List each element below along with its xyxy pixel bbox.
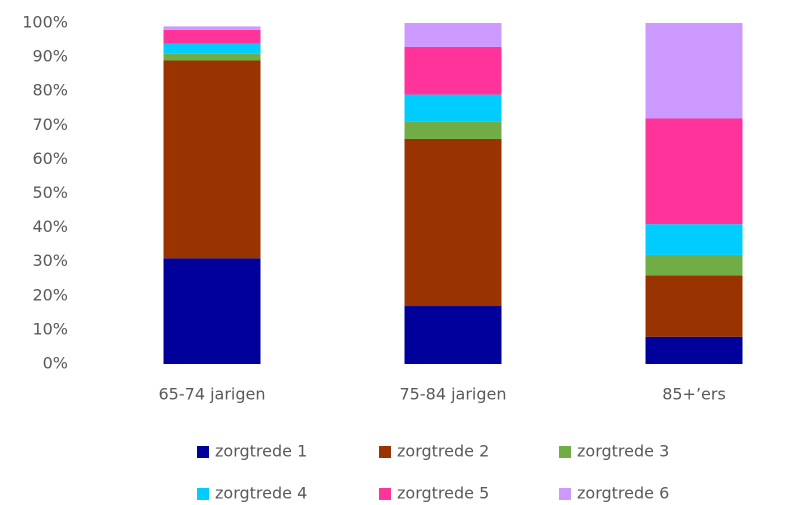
bar-segment — [645, 254, 743, 276]
bar-segment — [163, 29, 261, 44]
bar-segment — [163, 26, 261, 30]
bar-segment — [163, 53, 261, 61]
legend-label: zorgtrede 4 — [215, 484, 307, 503]
legend-swatch — [559, 446, 571, 458]
bar-segment — [645, 275, 743, 337]
y-tick-label: 90% — [32, 47, 68, 66]
y-tick-label: 100% — [22, 13, 68, 32]
legend-label: zorgtrede 3 — [577, 442, 669, 461]
x-tick-label: 75-84 jarigen — [400, 385, 507, 404]
legend-label: zorgtrede 2 — [397, 442, 489, 461]
legend-swatch — [197, 446, 209, 458]
bar-segment — [404, 23, 502, 47]
y-tick-label: 60% — [32, 149, 68, 168]
y-tick-label: 30% — [32, 251, 68, 270]
bar-segment — [404, 306, 502, 364]
legend-swatch — [379, 446, 391, 458]
bar-segment — [163, 258, 261, 364]
bar-segment — [645, 23, 743, 119]
legend-label: zorgtrede 1 — [215, 442, 307, 461]
bar-segment — [163, 43, 261, 54]
legend-swatch — [379, 488, 391, 500]
y-tick-label: 70% — [32, 115, 68, 134]
y-tick-label: 20% — [32, 285, 68, 304]
y-tick-label: 10% — [32, 319, 68, 338]
bar-segment — [404, 121, 502, 139]
bar-segment — [645, 336, 743, 364]
bar-segment — [404, 46, 502, 95]
y-tick-label: 0% — [43, 354, 68, 373]
y-tick-label: 50% — [32, 183, 68, 202]
y-tick-label: 80% — [32, 81, 68, 100]
bar-segment — [404, 94, 502, 122]
legend-swatch — [197, 488, 209, 500]
x-tick-label: 85+’ers — [662, 385, 726, 404]
y-tick-label: 40% — [32, 217, 68, 236]
bar-segment — [645, 224, 743, 255]
x-tick-label: 65-74 jarigen — [159, 385, 266, 404]
legend-label: zorgtrede 5 — [397, 484, 489, 503]
bar-segment — [404, 138, 502, 307]
legend-swatch — [559, 488, 571, 500]
bar-segment — [645, 118, 743, 225]
bar-segment — [163, 60, 261, 259]
legend-label: zorgtrede 6 — [577, 484, 669, 503]
